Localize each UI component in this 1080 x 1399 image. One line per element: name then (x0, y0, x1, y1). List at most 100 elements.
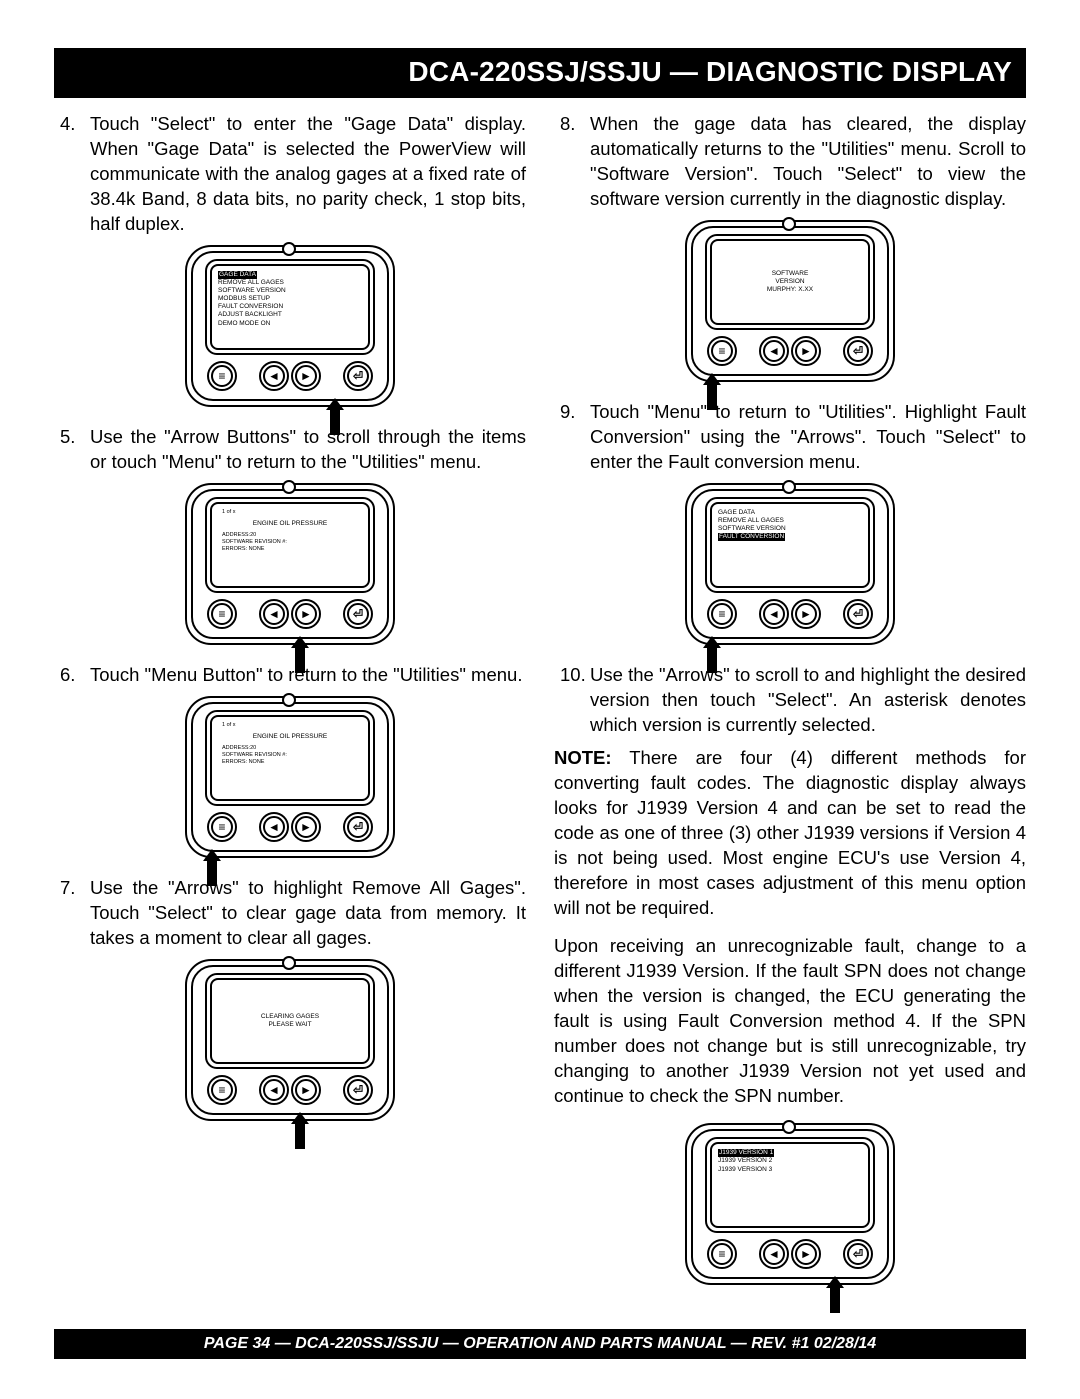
device-figure-7: CLEARING GAGES PLEASE WAIT ≡ ◄ ► ⏎ (54, 959, 526, 1121)
screen-line: ADDRESS:20 (218, 532, 362, 539)
menu-button-icon: ≡ (207, 599, 237, 629)
device-screen: SOFTWARE VERSION MURPHY: X.XX (710, 239, 870, 325)
menu-button-icon: ≡ (707, 336, 737, 366)
right-column: 8. When the gage data has cleared, the d… (554, 112, 1026, 1303)
step-text: Use the "Arrows" to highlight Remove All… (90, 876, 526, 951)
device-buttons: ≡ ◄ ► ⏎ (705, 599, 875, 629)
step-7: 7. Use the "Arrows" to highlight Remove … (54, 876, 526, 951)
pointer-arrow-icon (295, 645, 305, 673)
arrow-right-icon: ► (291, 599, 321, 629)
page-title-bar: DCA-220SSJ/SSJU — DIAGNOSTIC DISPLAY (54, 48, 1026, 98)
screen-line: SOFTWARE VERSION (218, 287, 286, 294)
menu-button-icon: ≡ (207, 1075, 237, 1105)
arrow-left-icon: ◄ (259, 361, 289, 391)
step-number: 8. (554, 112, 590, 212)
step-number: 7. (54, 876, 90, 951)
step-8: 8. When the gage data has cleared, the d… (554, 112, 1026, 212)
screen-line: SOFTWARE (718, 270, 862, 278)
step-text: Use the "Arrows" to scroll to and highli… (590, 663, 1026, 738)
device-buttons: ≡ ◄ ► ⏎ (205, 812, 375, 842)
screen-line: ADDRESS:20 (218, 745, 362, 752)
device-figure-8: SOFTWARE VERSION MURPHY: X.XX ≡ ◄ ► ⏎ (554, 220, 1026, 382)
screen-line: SOFTWARE REVISION #: (218, 752, 362, 759)
enter-button-icon: ⏎ (843, 1239, 873, 1269)
screen-line: MURPHY: X.XX (718, 286, 862, 294)
screen-highlight: FAULT CONVERSION (718, 533, 785, 541)
note-label: NOTE: (554, 747, 612, 768)
pointer-arrow-icon (207, 858, 217, 886)
device-figure-5: 1 of x ENGINE OIL PRESSURE ADDRESS:20 SO… (54, 483, 526, 645)
left-column: 4. Touch "Select" to enter the "Gage Dat… (54, 112, 526, 1303)
step-text: Touch "Menu Button" to return to the "Ut… (90, 663, 526, 688)
device-figure-6: 1 of x ENGINE OIL PRESSURE ADDRESS:20 SO… (54, 696, 526, 858)
enter-button-icon: ⏎ (343, 812, 373, 842)
step-5: 5. Use the "Arrow Buttons" to scroll thr… (54, 425, 526, 475)
device-buttons: ≡ ◄ ► ⏎ (205, 599, 375, 629)
arrow-right-icon: ► (291, 361, 321, 391)
enter-button-icon: ⏎ (343, 599, 373, 629)
arrow-right-icon: ► (291, 1075, 321, 1105)
menu-button-icon: ≡ (207, 361, 237, 391)
arrow-right-icon: ► (791, 336, 821, 366)
step-number: 10. (554, 663, 590, 738)
pointer-arrow-icon (830, 1285, 840, 1313)
device-figure-9: GAGE DATA REMOVE ALL GAGES SOFTWARE VERS… (554, 483, 1026, 645)
page-footer-bar: PAGE 34 — DCA-220SSJ/SSJU — OPERATION AN… (54, 1329, 1026, 1359)
note-paragraph: NOTE: There are four (4) different metho… (554, 746, 1026, 921)
screen-line: CLEARING GAGES (218, 1013, 362, 1021)
device-screen: CLEARING GAGES PLEASE WAIT (210, 978, 370, 1064)
screen-highlight: GAGE DATA (218, 271, 257, 279)
screen-line: REMOVE ALL GAGES (718, 517, 784, 524)
device-buttons: ≡ ◄ ► ⏎ (205, 1075, 375, 1105)
step-text: Touch "Menu" to return to "Utilities". H… (590, 400, 1026, 475)
device-buttons: ≡ ◄ ► ⏎ (705, 1239, 875, 1269)
screen-line: ERRORS: NONE (218, 759, 362, 766)
body-paragraph: Upon receiving an unrecognizable fault, … (554, 934, 1026, 1109)
pointer-arrow-icon (330, 407, 340, 435)
screen-highlight: J1939 VERSION 1 (718, 1149, 774, 1157)
screen-line: SOFTWARE REVISION #: (218, 539, 362, 546)
arrow-left-icon: ◄ (759, 336, 789, 366)
screen-line: ADJUST BACKLIGHT (218, 311, 282, 318)
menu-button-icon: ≡ (707, 1239, 737, 1269)
screen-line: MODBUS SETUP (218, 295, 270, 302)
pointer-arrow-icon (707, 382, 717, 410)
arrow-right-icon: ► (791, 1239, 821, 1269)
device-buttons: ≡ ◄ ► ⏎ (205, 361, 375, 391)
screen-line: SOFTWARE VERSION (718, 525, 786, 532)
screen-line: J1939 VERSION 2 (718, 1157, 772, 1164)
note-text: There are four (4) different methods for… (554, 747, 1026, 918)
device-screen: J1939 VERSION 1 J1939 VERSION 2 J1939 VE… (710, 1142, 870, 1228)
screen-line: PLEASE WAIT (218, 1021, 362, 1029)
step-number: 5. (54, 425, 90, 475)
arrow-left-icon: ◄ (259, 812, 289, 842)
enter-button-icon: ⏎ (343, 361, 373, 391)
screen-counter: 1 of x (218, 722, 362, 729)
screen-counter: 1 of x (218, 509, 362, 516)
step-6: 6. Touch "Menu Button" to return to the … (54, 663, 526, 688)
enter-button-icon: ⏎ (343, 1075, 373, 1105)
arrow-left-icon: ◄ (759, 1239, 789, 1269)
pointer-arrow-icon (295, 1121, 305, 1149)
step-number: 6. (54, 663, 90, 688)
screen-line: GAGE DATA (718, 509, 755, 516)
device-screen: 1 of x ENGINE OIL PRESSURE ADDRESS:20 SO… (210, 502, 370, 588)
screen-title: ENGINE OIL PRESSURE (218, 733, 362, 741)
screen-line: DEMO MODE ON (218, 320, 270, 327)
enter-button-icon: ⏎ (843, 336, 873, 366)
step-number: 9. (554, 400, 590, 475)
enter-button-icon: ⏎ (843, 599, 873, 629)
pointer-arrow-icon (707, 645, 717, 673)
device-screen: GAGE DATA REMOVE ALL GAGES SOFTWARE VERS… (710, 502, 870, 588)
step-number: 4. (54, 112, 90, 237)
step-text: Use the "Arrow Buttons" to scroll throug… (90, 425, 526, 475)
menu-button-icon: ≡ (707, 599, 737, 629)
step-text: When the gage data has cleared, the disp… (590, 112, 1026, 212)
screen-title: ENGINE OIL PRESSURE (218, 520, 362, 528)
arrow-right-icon: ► (791, 599, 821, 629)
screen-line: REMOVE ALL GAGES (218, 279, 284, 286)
step-text: Touch "Select" to enter the "Gage Data" … (90, 112, 526, 237)
menu-button-icon: ≡ (207, 812, 237, 842)
arrow-right-icon: ► (291, 812, 321, 842)
device-figure-4: GAGE DATA REMOVE ALL GAGES SOFTWARE VERS… (54, 245, 526, 407)
